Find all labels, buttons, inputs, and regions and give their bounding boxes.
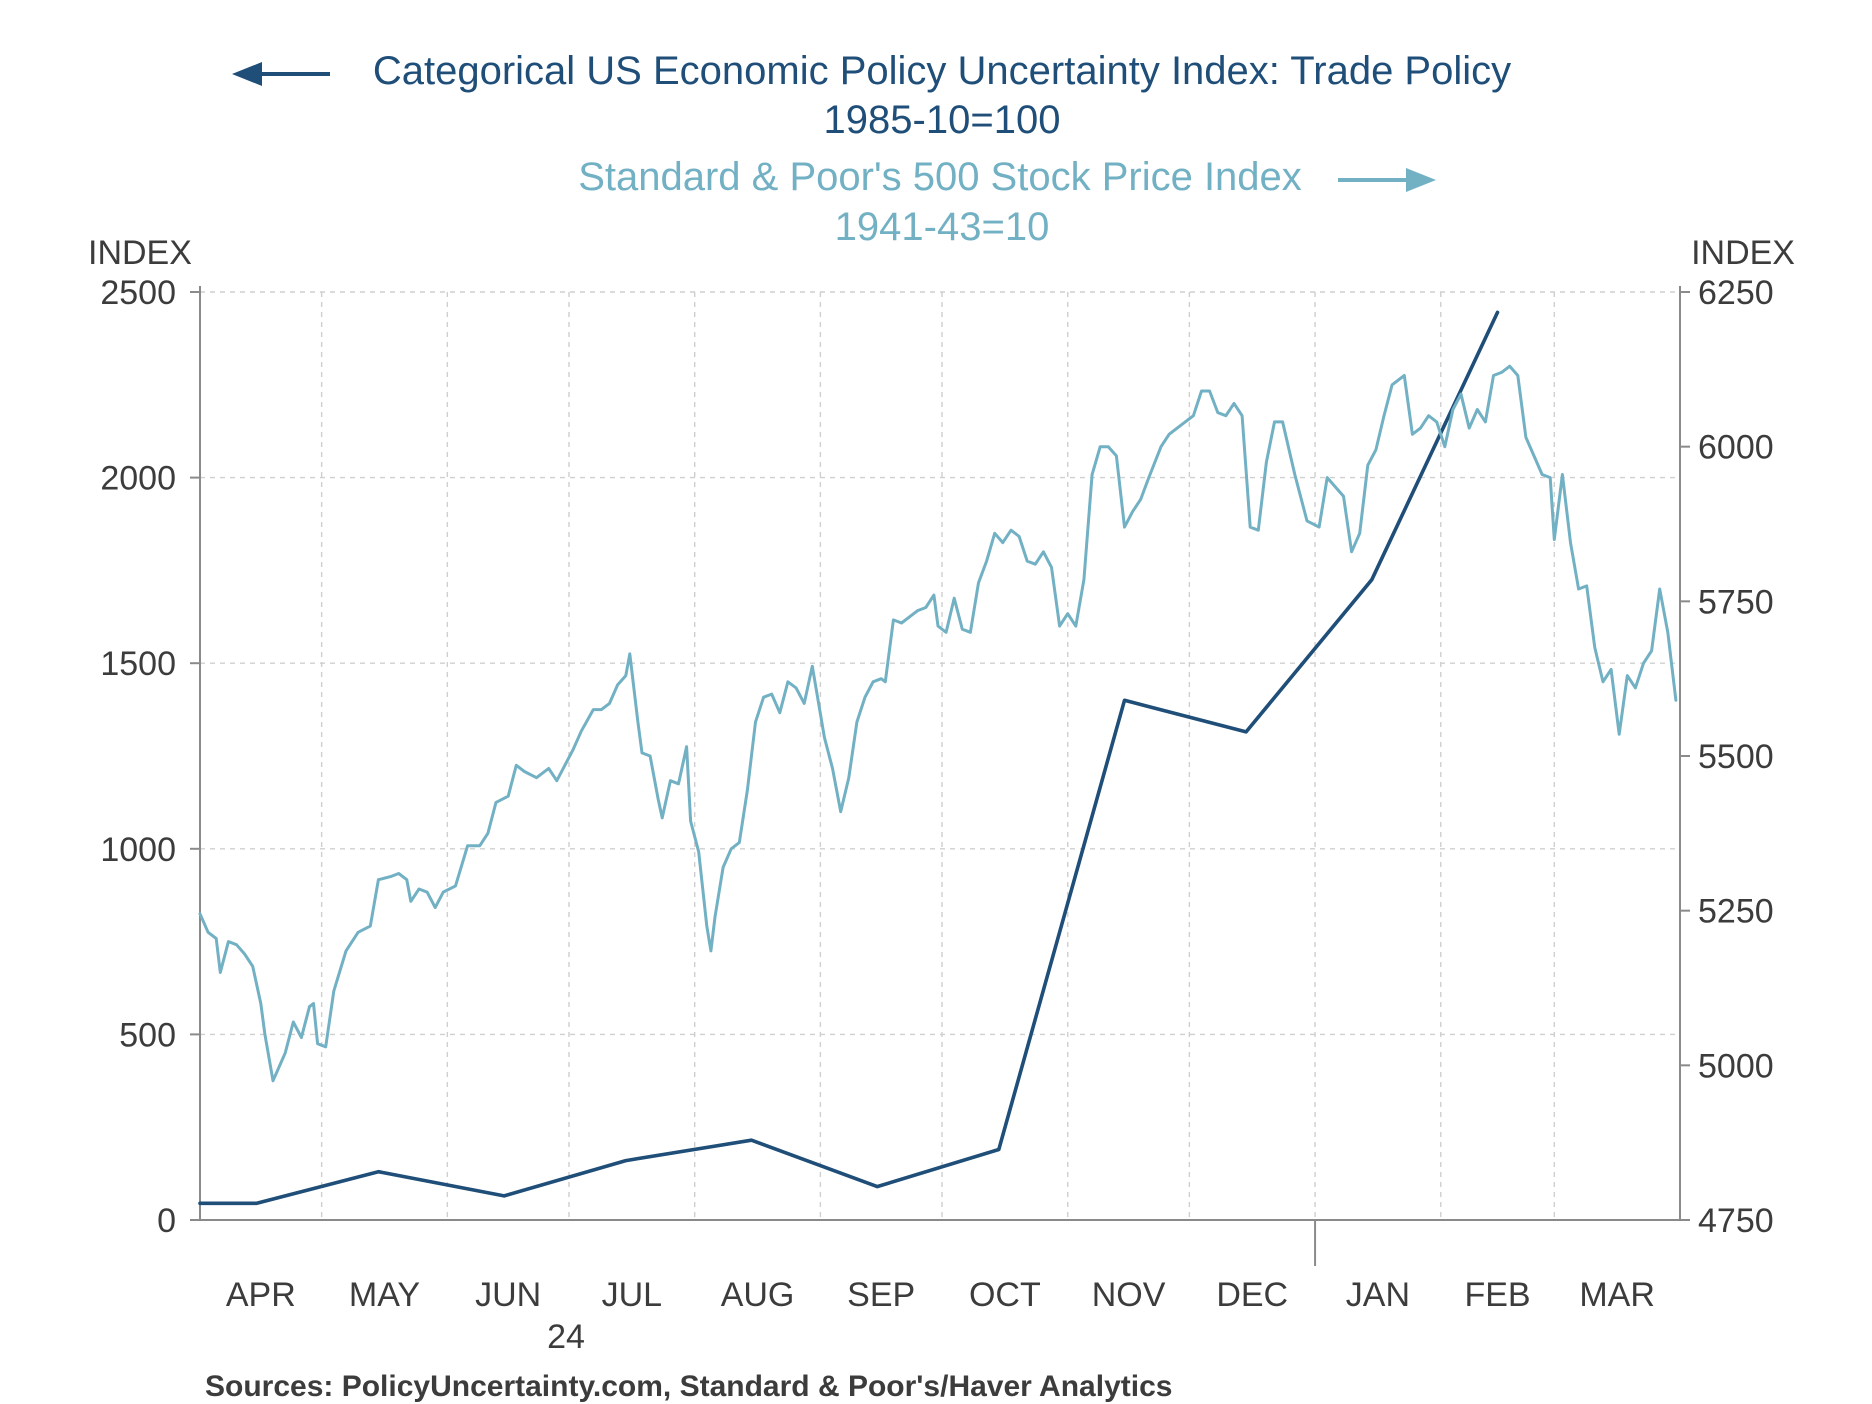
x-year-label: 24 xyxy=(547,1318,585,1356)
left-axis-arrow-head xyxy=(232,62,262,86)
x-month-label: JAN xyxy=(1346,1276,1410,1314)
left-tick-label: 0 xyxy=(157,1202,176,1240)
right-axis-arrow-head xyxy=(1406,168,1436,192)
x-month-label: AUG xyxy=(721,1276,795,1314)
right-tick-label: 4750 xyxy=(1698,1202,1774,1240)
sources-footnote: Sources: PolicyUncertainty.com, Standard… xyxy=(205,1370,1172,1403)
right-tick-label: 5750 xyxy=(1698,583,1774,621)
axes xyxy=(190,286,1690,1266)
right-tick-label: 5250 xyxy=(1698,893,1774,931)
left-tick-label: 2000 xyxy=(100,460,176,498)
x-month-label: JUL xyxy=(602,1276,662,1314)
tick-labels: 2500200015001000500062506000575055005250… xyxy=(100,274,1773,1314)
left-tick-label: 500 xyxy=(119,1016,176,1054)
x-month-label: DEC xyxy=(1216,1276,1288,1314)
left-tick-label: 2500 xyxy=(100,274,176,312)
x-month-label: SEP xyxy=(847,1276,915,1314)
right-tick-label: 5000 xyxy=(1698,1047,1774,1085)
sp500-series-line xyxy=(198,364,1678,1083)
trade-policy-series-line xyxy=(198,310,1500,1206)
x-month-label: MAR xyxy=(1579,1276,1655,1314)
gridlines xyxy=(200,291,1680,1221)
right-tick-label: 6250 xyxy=(1698,274,1774,312)
sp500-base: 1941-43=10 xyxy=(835,205,1050,249)
x-month-label: NOV xyxy=(1092,1276,1166,1314)
trade-policy-base: 1985-10=100 xyxy=(824,98,1061,142)
left-axis-title: INDEX xyxy=(88,234,192,272)
sp500-title: Standard & Poor's 500 Stock Price Index xyxy=(578,155,1302,199)
trade-policy-title: Categorical US Economic Policy Uncertain… xyxy=(373,49,1511,93)
series xyxy=(198,310,1678,1206)
right-axis-title: INDEX xyxy=(1691,234,1795,272)
x-month-label: OCT xyxy=(969,1276,1041,1314)
x-month-label: FEB xyxy=(1464,1276,1530,1314)
left-tick-label: 1500 xyxy=(100,645,176,683)
right-tick-label: 5500 xyxy=(1698,738,1774,776)
chart-title-block: Categorical US Economic Policy Uncertain… xyxy=(232,49,1511,249)
x-month-label: APR xyxy=(226,1276,296,1314)
left-tick-label: 1000 xyxy=(100,831,176,869)
right-tick-label: 6000 xyxy=(1698,429,1774,467)
x-month-label: MAY xyxy=(349,1276,420,1314)
x-month-label: JUN xyxy=(475,1276,541,1314)
